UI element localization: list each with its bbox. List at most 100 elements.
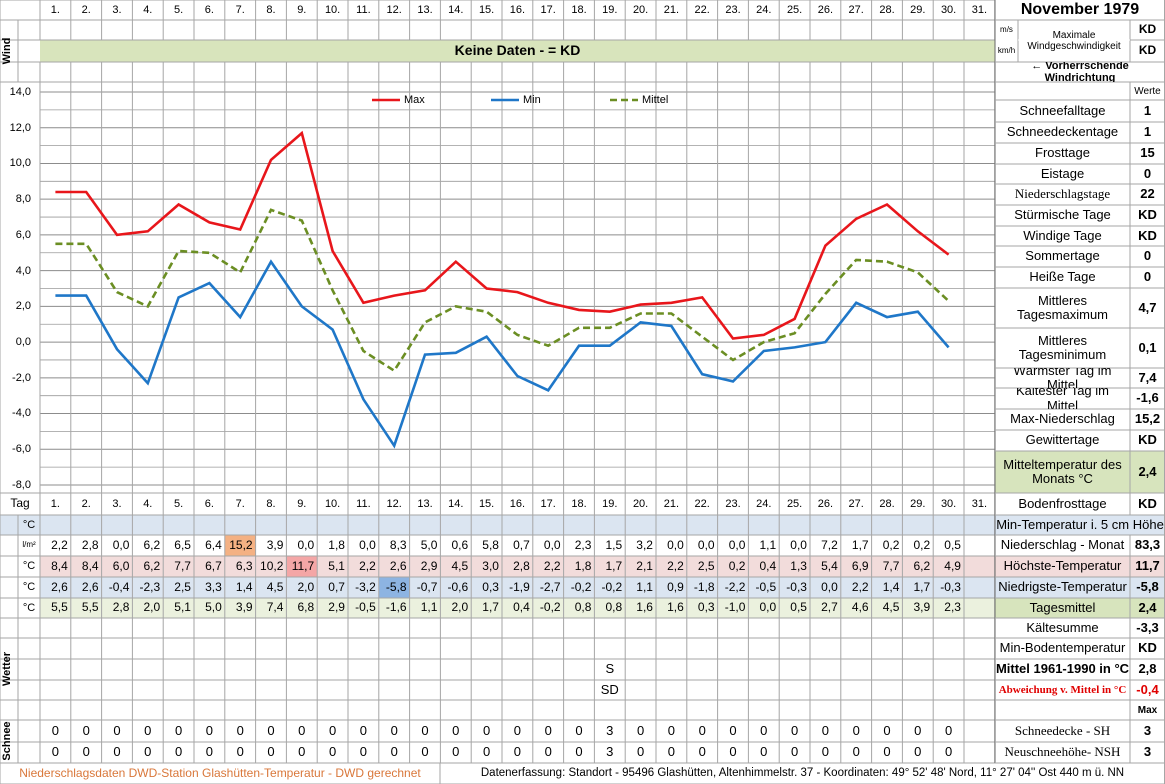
table-cell <box>102 638 133 659</box>
table-cell <box>533 659 564 680</box>
table-cell: 0 <box>390 722 398 738</box>
stats-header: Werte <box>1134 85 1161 97</box>
table-cell: 0 <box>852 744 860 760</box>
day-label: 21. <box>663 497 680 510</box>
table-cell <box>379 618 410 638</box>
table-cell <box>286 659 317 680</box>
table-cell <box>256 638 287 659</box>
table-cell: 0 <box>790 722 799 738</box>
table-cell: -0,4 <box>108 579 130 594</box>
table-cell <box>194 618 225 638</box>
summary-value: KD <box>1138 495 1157 511</box>
day-label: 10. <box>324 3 341 16</box>
table-cell: 4,5 <box>451 558 469 573</box>
table-cell: 0 <box>174 744 183 760</box>
table-cell: 0 <box>144 744 152 760</box>
summary-value: 2,8 <box>1138 661 1157 677</box>
table-cell <box>872 680 903 700</box>
day-label: 22. <box>694 3 710 16</box>
table-cell: 3,9 <box>913 600 931 615</box>
table-cell <box>410 618 441 638</box>
table-cell: 1,6 <box>636 600 653 615</box>
table-cell <box>718 659 749 680</box>
table-cell: 1,7 <box>605 558 623 573</box>
day-label: 10. <box>324 497 341 510</box>
summary-label: Höchste-Temperatur <box>1003 558 1122 574</box>
table-cell: 0 <box>821 744 830 760</box>
table-cell: -0,6 <box>447 579 469 594</box>
table-cell <box>40 659 71 680</box>
wind-label: Wind <box>1 37 13 65</box>
table-cell <box>748 680 779 700</box>
table-cell <box>471 680 502 700</box>
y-tick-label: -6,0 <box>12 443 31 456</box>
day-label: 2. <box>81 3 91 16</box>
table-cell <box>379 700 410 720</box>
day-label: 11. <box>356 3 371 16</box>
table-cell <box>471 618 502 638</box>
y-tick-label: 4,0 <box>15 264 31 277</box>
stat-label: Mittleres Tagesminimum <box>1018 332 1107 362</box>
table-cell <box>502 638 533 659</box>
table-cell <box>256 618 287 638</box>
day-label: 26. <box>817 3 834 16</box>
day-label: 8. <box>266 3 276 16</box>
table-cell: 0 <box>636 744 645 760</box>
table-cell <box>656 638 687 659</box>
table-cell <box>40 638 71 659</box>
table-cell <box>964 720 995 742</box>
legend-label: Max <box>404 93 425 106</box>
table-cell <box>225 618 256 638</box>
table-cell <box>718 618 749 638</box>
table-cell <box>810 618 841 638</box>
table-cell <box>964 556 995 577</box>
summary-label: Min-Bodentemperatur <box>999 640 1126 656</box>
table-cell <box>502 659 533 680</box>
highlight <box>378 577 410 598</box>
table-cell <box>102 680 133 700</box>
table-cell <box>348 638 379 659</box>
table-cell <box>502 618 533 638</box>
day-label: 6. <box>204 497 214 510</box>
day-label: 30. <box>940 497 957 510</box>
table-cell: S <box>605 661 615 677</box>
table-cell <box>71 638 102 659</box>
table-cell: 2,8 <box>513 558 530 573</box>
day-label: 18. <box>571 497 587 510</box>
table-cell: 2,7 <box>821 600 838 615</box>
table-cell <box>317 618 348 638</box>
table-cell: 1,6 <box>667 600 684 615</box>
cell-fill <box>40 598 995 618</box>
table-cell <box>533 700 564 720</box>
table-cell: 1,8 <box>328 537 345 552</box>
stat-value: -1,6 <box>1136 390 1159 406</box>
table-cell <box>594 618 625 638</box>
footer-location: Datenerfassung: Standort - 95496 Glashüt… <box>480 767 1125 780</box>
table-cell: 0,0 <box>297 537 315 552</box>
stat-label: Schneedeckentage <box>1006 124 1119 140</box>
day-label: 31. <box>971 497 988 510</box>
table-cell: -3,2 <box>355 579 376 594</box>
table-cell <box>625 680 656 700</box>
summary-label: Niedrigste-Temperatur <box>998 579 1127 595</box>
table-cell: 2,2 <box>667 558 684 573</box>
table-cell: 0 <box>883 722 891 738</box>
summary-label: Mittel 1961-1990 in °C <box>995 661 1130 677</box>
table-cell: 6,4 <box>205 537 222 552</box>
table-cell: -1,9 <box>509 579 530 594</box>
table-cell: 0,4 <box>759 558 777 573</box>
table-cell <box>317 700 348 720</box>
table-cell: 4,9 <box>944 558 961 573</box>
wind-direction: ← Vorherrschende Windrichtung <box>1031 62 1129 82</box>
table-cell: -1,6 <box>385 600 407 615</box>
table-cell: 8,4 <box>81 558 99 573</box>
table-cell: 0,7 <box>513 537 530 552</box>
table-cell: 2,2 <box>543 558 561 573</box>
table-cell: 2,6 <box>81 579 99 594</box>
table-cell: 1,8 <box>574 558 592 573</box>
table-cell: 0 <box>51 722 60 738</box>
table-cell <box>348 700 379 720</box>
table-cell: 6,8 <box>297 600 315 615</box>
